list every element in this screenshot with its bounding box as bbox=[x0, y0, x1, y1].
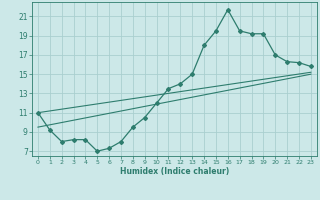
X-axis label: Humidex (Indice chaleur): Humidex (Indice chaleur) bbox=[120, 167, 229, 176]
